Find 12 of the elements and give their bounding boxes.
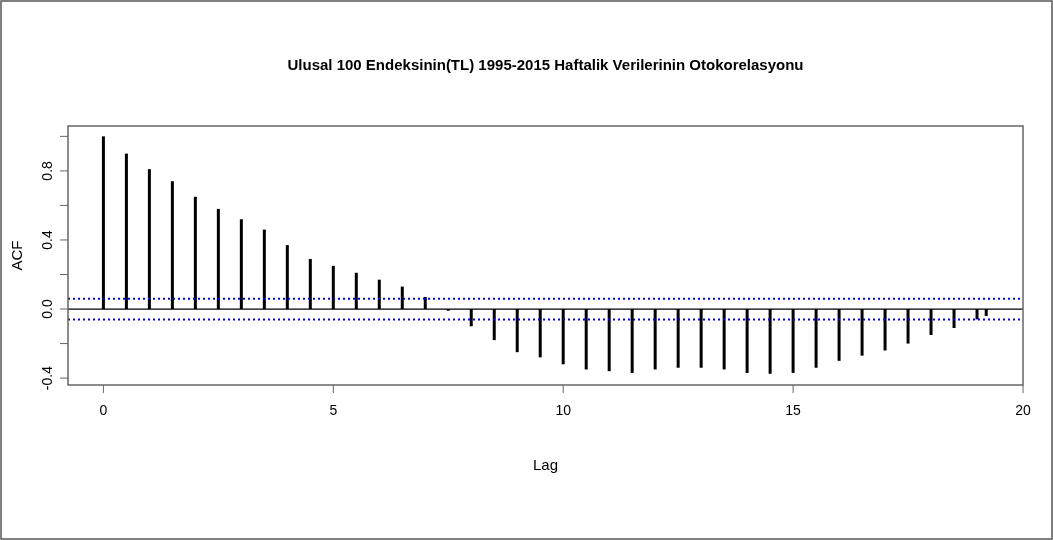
chart-title: Ulusal 100 Endeksinin(TL) 1995-2015 Haftalik Verilerinin Otokorelasyonu	[287, 56, 804, 73]
y-tick-label: -0.4	[39, 365, 55, 391]
x-tick-label: 5	[329, 402, 338, 418]
x-axis-title: Lag	[532, 456, 559, 473]
y-tick-label: 0.0	[39, 299, 55, 319]
y-tick-label: 0.4	[39, 230, 55, 250]
x-tick-label: 15	[785, 402, 802, 418]
x-tick-label: 0	[99, 402, 108, 418]
y-axis-title: ACF	[8, 240, 25, 271]
x-tick-label: 20	[1015, 402, 1031, 418]
y-tick-label: 0.8	[39, 160, 55, 181]
x-tick-label: 10	[555, 402, 572, 418]
